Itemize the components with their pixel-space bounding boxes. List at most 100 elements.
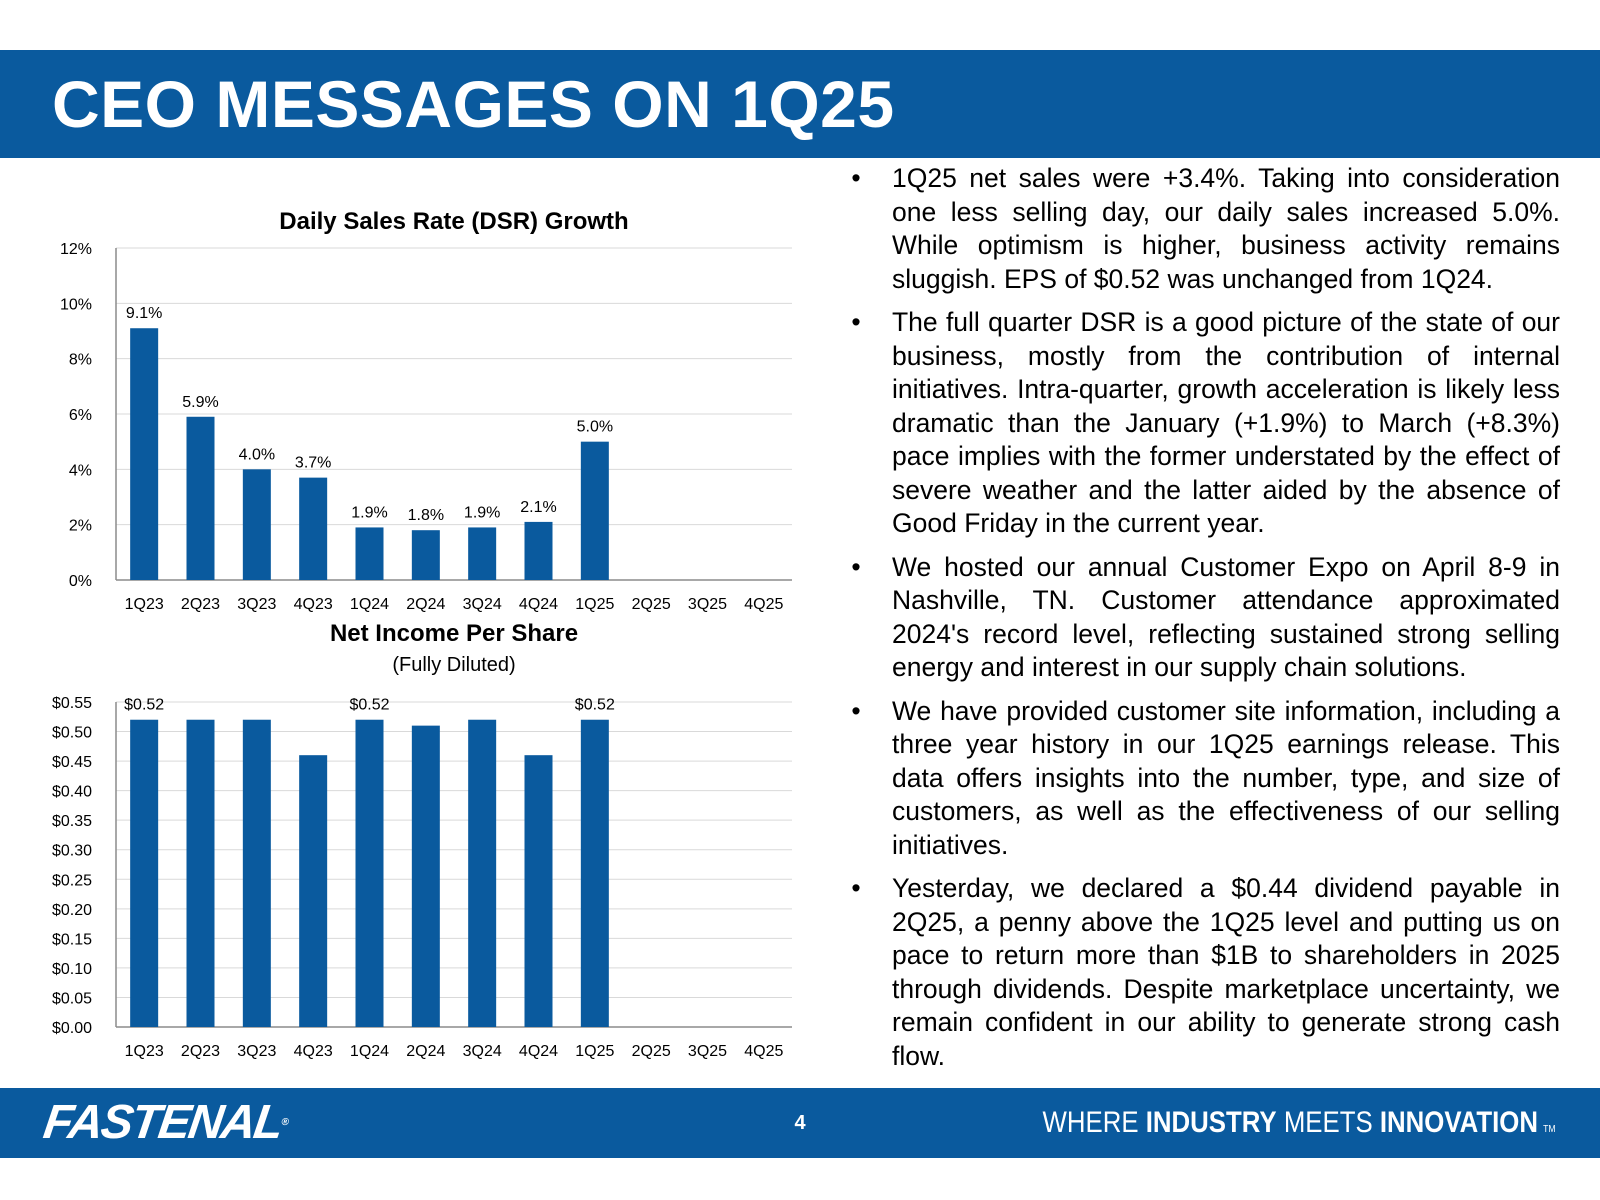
- tagline-meets: MEETS: [1277, 1106, 1381, 1139]
- y-tick-label: $0.05: [52, 990, 92, 1007]
- y-tick-label: $0.50: [52, 725, 92, 742]
- x-tick-label: 2Q25: [632, 1043, 671, 1060]
- x-tick-label: 3Q25: [688, 1043, 727, 1060]
- bar: [580, 441, 609, 580]
- y-tick-label: 8%: [69, 352, 92, 369]
- logo-text: FASTENAL: [40, 1096, 286, 1149]
- data-label: 1.8%: [408, 507, 444, 524]
- y-tick-label: $0.40: [52, 784, 92, 801]
- x-tick-label: 3Q25: [688, 596, 727, 613]
- x-tick-label: 2Q23: [181, 596, 220, 613]
- x-tick-label: 4Q25: [744, 1043, 783, 1060]
- chart-title: Net Income Per Share: [330, 620, 578, 647]
- data-label: 2.1%: [520, 499, 556, 516]
- y-tick-label: 12%: [60, 241, 92, 258]
- y-tick-label: $0.45: [52, 754, 92, 771]
- bar: [468, 527, 497, 580]
- bar: [468, 719, 497, 1027]
- x-tick-label: 2Q25: [632, 596, 671, 613]
- y-tick-label: 0%: [69, 573, 92, 590]
- bullet-item: • 1Q25 net sales were +3.4%. Taking into …: [846, 162, 1560, 296]
- x-tick-label: 1Q24: [350, 1043, 389, 1060]
- chart-title: Daily Sales Rate (DSR) Growth: [279, 208, 628, 235]
- footer-bar: FASTENAL® 4 WHERE INDUSTRY MEETS INNOVAT…: [0, 1088, 1600, 1158]
- data-label: 3.7%: [295, 455, 331, 472]
- bullet-list: • 1Q25 net sales were +3.4%. Taking into …: [846, 162, 1560, 1083]
- page-number: 4: [794, 1112, 806, 1134]
- x-tick-label: 4Q24: [519, 596, 558, 613]
- y-tick-label: 4%: [69, 462, 92, 479]
- bar: [186, 416, 215, 580]
- x-tick-label: 4Q23: [294, 596, 333, 613]
- x-tick-label: 4Q23: [294, 1043, 333, 1060]
- bullet-item: • We hosted our annual Customer Expo on A…: [846, 551, 1560, 685]
- bar: [524, 755, 553, 1027]
- fastenal-logo: FASTENAL®: [40, 1096, 292, 1149]
- x-tick-label: 2Q24: [406, 596, 445, 613]
- data-label: 4.0%: [239, 446, 275, 463]
- x-tick-label: 1Q25: [575, 596, 614, 613]
- y-tick-label: $0.15: [52, 931, 92, 948]
- bar: [299, 755, 328, 1027]
- dsr-growth-chart: Daily Sales Rate (DSR) Growth 0% 2% 4% 6% 8% 1…: [60, 208, 792, 613]
- x-tick-label: 3Q24: [463, 1043, 502, 1060]
- bullet-marker: •: [851, 307, 861, 337]
- bar: [242, 469, 271, 580]
- bullet-text: Yesterday, we declared a $0.44 dividend …: [892, 873, 1560, 1071]
- tagline-trademark: TM: [1543, 1124, 1556, 1135]
- x-tick-label: 2Q24: [406, 1043, 445, 1060]
- y-tick-label: 10%: [60, 296, 92, 313]
- data-label: $0.52: [124, 697, 164, 714]
- y-tick-label: $0.20: [52, 902, 92, 919]
- chart-subtitle: (Fully Diluted): [392, 654, 515, 676]
- data-label: 1.9%: [351, 504, 387, 521]
- bullet-item: • We have provided customer site informat…: [846, 695, 1560, 863]
- bar: [411, 530, 440, 580]
- eps-chart: Net Income Per Share (Fully Diluted) $0.00…: [52, 620, 792, 1060]
- bullet-marker: •: [851, 551, 861, 582]
- bullet-marker: •: [851, 163, 861, 193]
- y-tick-label: $0.10: [52, 961, 92, 978]
- logo-registered-mark: ®: [280, 1117, 290, 1128]
- x-tick-label: 1Q23: [125, 596, 164, 613]
- bar: [299, 477, 328, 580]
- data-label: 1.9%: [464, 504, 500, 521]
- x-tick-label: 3Q23: [237, 596, 276, 613]
- y-tick-label: $0.30: [52, 843, 92, 860]
- bullet-marker: •: [851, 695, 861, 726]
- page-title: CEO MESSAGES ON 1Q25: [52, 67, 895, 141]
- bullet-item: • Yesterday, we declared a $0.44 dividend…: [846, 872, 1560, 1073]
- tagline: WHERE INDUSTRY MEETS INNOVATION TM: [1043, 1106, 1556, 1140]
- data-label: $0.52: [349, 697, 389, 714]
- x-tick-label: 3Q23: [237, 1043, 276, 1060]
- x-tick-label: 4Q25: [744, 596, 783, 613]
- bar: [524, 521, 553, 580]
- x-tick-label: 4Q24: [519, 1043, 558, 1060]
- y-tick-label: 2%: [69, 518, 92, 535]
- y-tick-label: $0.55: [52, 695, 92, 712]
- y-tick-label: $0.35: [52, 813, 92, 830]
- bullet-text: The full quarter DSR is a good picture o…: [892, 307, 1560, 538]
- bar: [130, 719, 159, 1027]
- x-tick-label: 1Q25: [575, 1043, 614, 1060]
- bullet-item: • The full quarter DSR is a good picture …: [846, 306, 1560, 541]
- y-tick-label: $0.25: [52, 872, 92, 889]
- bullet-text: We have provided customer site informati…: [892, 695, 1560, 860]
- bullet-text: We hosted our annual Customer Expo on Ap…: [892, 551, 1560, 683]
- tagline-industry: INDUSTRY: [1146, 1106, 1278, 1139]
- bullet-marker: •: [851, 873, 861, 903]
- x-tick-label: 2Q23: [181, 1043, 220, 1060]
- bar: [130, 328, 159, 580]
- x-tick-label: 3Q24: [463, 596, 502, 613]
- bar: [242, 719, 271, 1027]
- data-label: 9.1%: [126, 305, 162, 322]
- bar: [411, 725, 440, 1027]
- bar: [355, 527, 384, 580]
- bar: [580, 719, 609, 1027]
- bar: [355, 719, 384, 1027]
- bar: [186, 719, 215, 1027]
- tagline-innovation: INNOVATION: [1380, 1106, 1539, 1139]
- x-tick-label: 1Q24: [350, 596, 389, 613]
- x-tick-label: 1Q23: [125, 1043, 164, 1060]
- bullet-text: 1Q25 net sales were +3.4%. Taking into c…: [892, 163, 1560, 294]
